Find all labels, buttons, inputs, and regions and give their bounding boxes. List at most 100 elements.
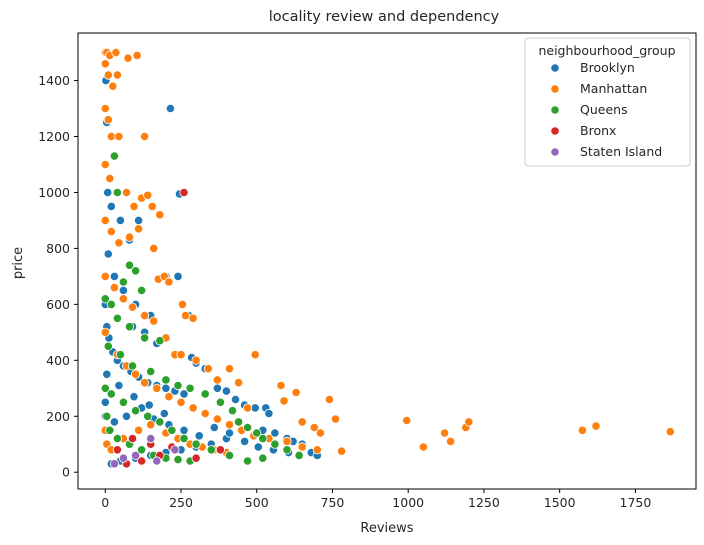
data-point-bronx [191,453,201,463]
data-point-bronx [179,187,189,198]
data-point-queens [109,151,120,161]
data-point-manhattan [200,408,210,419]
data-point-queens [115,350,126,360]
data-point-brooklyn [224,428,235,438]
legend-label: Brooklyn [580,60,635,75]
data-point-bronx [112,445,123,455]
data-point-manhattan [103,70,113,80]
legend: neighbourhood_group Brooklyn Manhattan Que… [524,37,691,167]
y-axis-label: price [11,247,26,279]
data-point-manhattan [131,369,141,379]
y-tick-label: 600 [46,297,70,312]
data-point-brooklyn [221,386,231,396]
data-point-manhattan [149,243,159,253]
data-point-manhattan [108,81,118,91]
y-tick-label: 200 [46,409,70,424]
data-point-manhattan [100,215,110,225]
data-point-manhattan [127,302,138,312]
data-point-queens [100,383,110,393]
data-point-manhattan [152,383,162,393]
data-point-manhattan [176,350,186,360]
data-point-queens [106,299,116,309]
data-point-manhattan [212,375,222,385]
data-point-brooklyn [212,383,222,393]
data-point-queens [112,313,123,323]
data-point-manhattan [591,421,601,431]
data-point-queens [155,336,165,346]
legend-label: Staten Island [580,144,662,159]
data-point-queens [294,450,304,460]
data-point-manhattan [123,53,133,63]
data-point-queens [137,285,147,295]
data-point-manhattan [212,414,222,424]
data-point-brooklyn [103,187,113,198]
data-point-manhattan [105,173,115,184]
legend-marker [550,147,560,157]
data-point-staten-island [146,433,156,444]
data-point-brooklyn [144,400,154,410]
data-point-brooklyn [114,380,124,391]
data-point-brooklyn [173,271,183,281]
data-point-brooklyn [103,249,113,259]
data-point-manhattan [140,378,150,388]
data-point-manhattan [336,446,347,456]
legend-title: neighbourhood_group [538,43,675,58]
x-tick-label: 500 [245,495,269,510]
data-point-brooklyn [250,403,260,413]
data-point-queens [146,366,156,377]
data-point-manhattan [191,355,201,365]
data-point-manhattan [112,70,123,80]
data-point-manhattan [665,427,675,437]
data-point-manhattan [147,201,157,211]
data-point-staten-island [118,453,129,463]
x-tick-label: 250 [169,495,193,510]
y-tick-label: 800 [46,241,70,256]
data-point-manhattan [140,131,150,142]
data-point-manhattan [324,394,334,405]
x-tick-label: 1500 [544,495,576,510]
data-point-queens [252,428,262,438]
data-point-manhattan [143,190,153,200]
legend-items: Brooklyn Manhattan Queens Bronx Staten Islan… [550,60,662,159]
data-point-brooklyn [121,411,132,421]
data-point-brooklyn [161,383,171,393]
data-point-queens [191,439,201,449]
y-tick-label: 0 [62,465,70,480]
data-point-queens [167,425,177,435]
data-point-brooklyn [109,417,120,427]
data-point-manhattan [330,414,341,424]
data-point-queens [243,456,253,466]
data-point-queens [215,397,225,407]
data-point-manhattan [309,422,319,433]
data-point-queens [118,397,129,407]
data-point-manhattan [100,159,110,170]
data-point-manhattan [164,392,174,402]
data-point-manhattan [149,316,159,326]
data-point-manhattan [132,50,142,61]
data-point-manhattan [418,442,428,452]
data-point-manhattan [464,417,474,427]
data-point-manhattan [188,403,198,413]
data-point-queens [143,411,153,421]
data-point-manhattan [155,210,165,220]
x-axis-ticks: 0 250 500 750 1000 1250 1500 1750 [101,489,651,510]
data-point-manhattan [114,131,124,142]
y-tick-label: 1000 [38,185,70,200]
data-point-manhattan [114,238,124,248]
data-point-manhattan [100,271,110,281]
data-point-queens [127,361,138,371]
data-point-brooklyn [240,436,250,446]
data-point-queens [124,322,135,332]
data-point-brooklyn [230,394,241,405]
data-point-queens [131,266,141,276]
data-point-manhattan [180,310,191,321]
data-point-brooklyn [165,103,175,114]
data-point-queens [173,454,183,465]
points-layer [100,47,675,469]
data-point-queens [118,277,129,287]
data-point-manhattan [164,277,174,287]
data-point-queens [227,406,238,416]
data-point-queens [161,375,171,385]
data-point-brooklyn [129,392,139,402]
